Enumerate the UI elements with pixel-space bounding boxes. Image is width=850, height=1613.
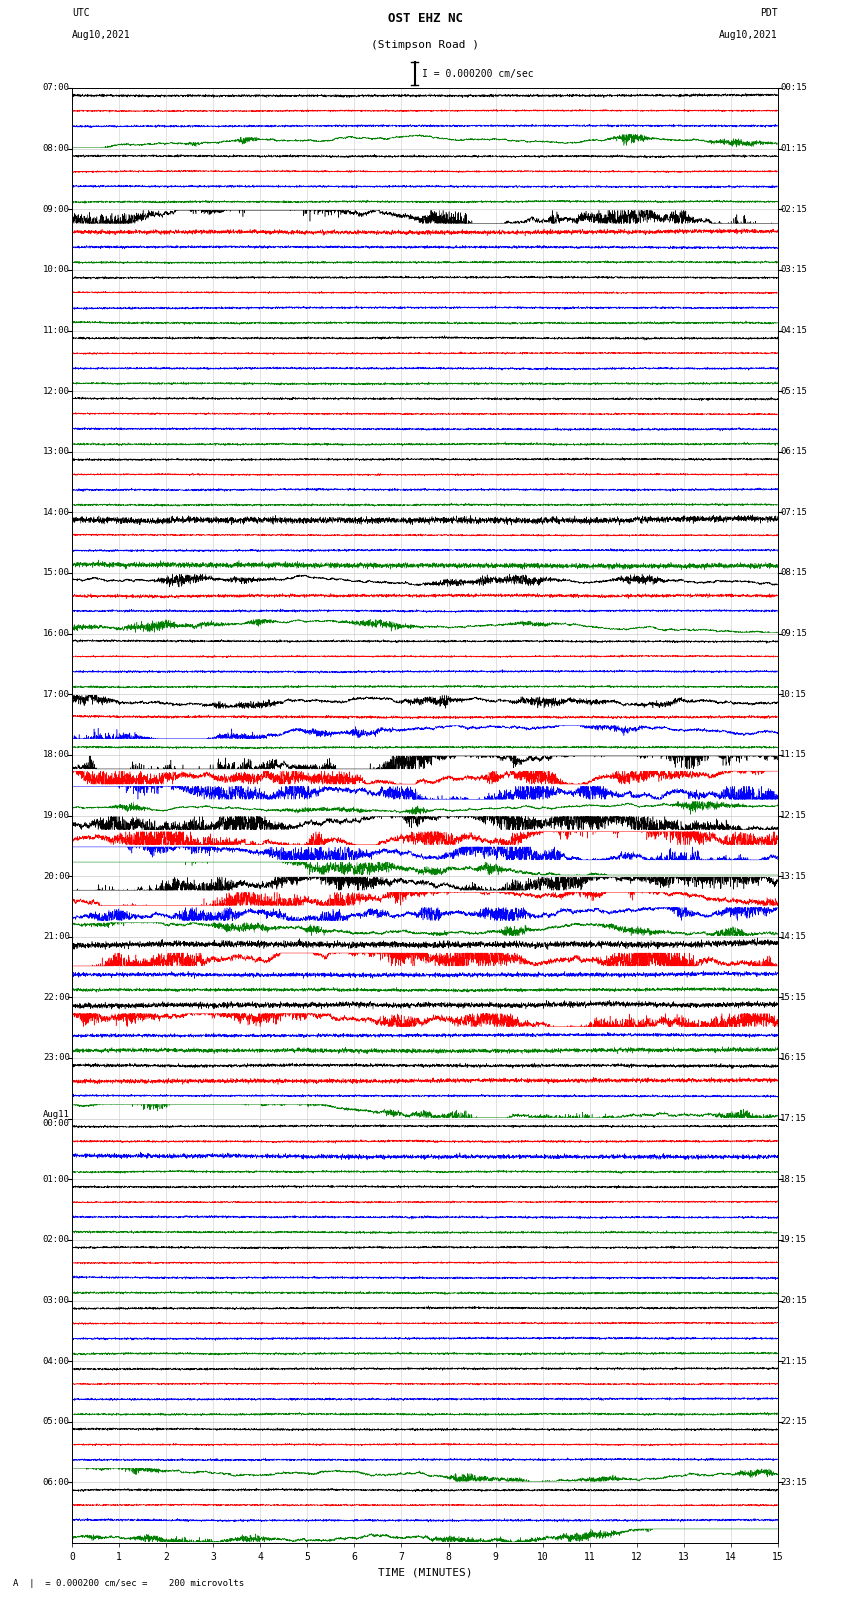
Text: 10:00: 10:00 xyxy=(42,266,70,274)
Text: UTC: UTC xyxy=(72,8,90,18)
Text: 15:00: 15:00 xyxy=(42,568,70,577)
Text: 12:15: 12:15 xyxy=(780,811,808,819)
Text: 18:15: 18:15 xyxy=(780,1174,808,1184)
Text: 01:15: 01:15 xyxy=(780,144,808,153)
Text: 03:00: 03:00 xyxy=(42,1295,70,1305)
Text: 14:00: 14:00 xyxy=(42,508,70,516)
Text: 00:00: 00:00 xyxy=(42,1119,70,1127)
Text: 16:15: 16:15 xyxy=(780,1053,808,1063)
Text: Aug10,2021: Aug10,2021 xyxy=(72,31,131,40)
Text: 14:15: 14:15 xyxy=(780,932,808,942)
Text: 03:15: 03:15 xyxy=(780,266,808,274)
Text: 07:15: 07:15 xyxy=(780,508,808,516)
Text: (Stimpson Road ): (Stimpson Road ) xyxy=(371,40,479,50)
Text: 22:15: 22:15 xyxy=(780,1418,808,1426)
Text: 07:00: 07:00 xyxy=(42,84,70,92)
Text: 01:00: 01:00 xyxy=(42,1174,70,1184)
Text: 11:15: 11:15 xyxy=(780,750,808,760)
Text: 04:15: 04:15 xyxy=(780,326,808,336)
Text: 17:15: 17:15 xyxy=(780,1115,808,1123)
Text: 23:00: 23:00 xyxy=(42,1053,70,1063)
Text: 13:00: 13:00 xyxy=(42,447,70,456)
Text: 13:15: 13:15 xyxy=(780,871,808,881)
Text: 09:00: 09:00 xyxy=(42,205,70,215)
Text: 04:00: 04:00 xyxy=(42,1357,70,1366)
Text: 21:00: 21:00 xyxy=(42,932,70,942)
Text: 23:15: 23:15 xyxy=(780,1478,808,1487)
Text: 19:00: 19:00 xyxy=(42,811,70,819)
Text: 08:15: 08:15 xyxy=(780,568,808,577)
Text: 22:00: 22:00 xyxy=(42,994,70,1002)
Text: 16:00: 16:00 xyxy=(42,629,70,639)
Text: 10:15: 10:15 xyxy=(780,690,808,698)
Text: PDT: PDT xyxy=(760,8,778,18)
Text: I = 0.000200 cm/sec: I = 0.000200 cm/sec xyxy=(422,69,533,79)
Text: 18:00: 18:00 xyxy=(42,750,70,760)
Text: Aug10,2021: Aug10,2021 xyxy=(719,31,778,40)
Text: 19:15: 19:15 xyxy=(780,1236,808,1244)
Text: 02:00: 02:00 xyxy=(42,1236,70,1244)
Text: 06:00: 06:00 xyxy=(42,1478,70,1487)
Text: Aug11: Aug11 xyxy=(42,1110,70,1119)
Text: 20:15: 20:15 xyxy=(780,1295,808,1305)
Text: 21:15: 21:15 xyxy=(780,1357,808,1366)
Text: A  |  = 0.000200 cm/sec =    200 microvolts: A | = 0.000200 cm/sec = 200 microvolts xyxy=(13,1579,244,1589)
Text: 05:15: 05:15 xyxy=(780,387,808,395)
Text: 12:00: 12:00 xyxy=(42,387,70,395)
Text: 15:15: 15:15 xyxy=(780,994,808,1002)
Text: 20:00: 20:00 xyxy=(42,871,70,881)
Text: 09:15: 09:15 xyxy=(780,629,808,639)
Text: 00:15: 00:15 xyxy=(780,84,808,92)
Text: 06:15: 06:15 xyxy=(780,447,808,456)
Text: 08:00: 08:00 xyxy=(42,144,70,153)
Text: 05:00: 05:00 xyxy=(42,1418,70,1426)
Text: 02:15: 02:15 xyxy=(780,205,808,215)
X-axis label: TIME (MINUTES): TIME (MINUTES) xyxy=(377,1568,473,1578)
Text: 17:00: 17:00 xyxy=(42,690,70,698)
Text: OST EHZ NC: OST EHZ NC xyxy=(388,13,462,26)
Text: 11:00: 11:00 xyxy=(42,326,70,336)
